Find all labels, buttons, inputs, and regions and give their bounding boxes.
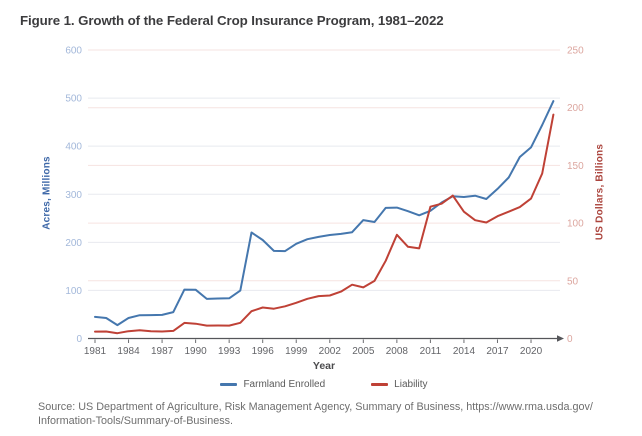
x-tick-label: 2008 — [386, 346, 409, 357]
x-tick-label: 2017 — [486, 346, 509, 357]
x-tick-label: 2002 — [319, 346, 342, 357]
right-axis-tick-label: 50 — [567, 276, 579, 287]
right-axis-tick-label: 100 — [567, 219, 584, 230]
farmland-enrolled-line — [94, 100, 555, 327]
x-tick-label: 2005 — [352, 346, 375, 357]
x-tick-label: 1990 — [184, 346, 207, 357]
legend: Farmland Enrolled Liability — [88, 379, 560, 390]
right-axis-tick-label: 150 — [567, 161, 584, 172]
source-line-2: Information-Tools/Summary-of-Business. — [38, 414, 234, 427]
left-axis-tick-label: 300 — [65, 190, 82, 201]
liability-label: Liability — [394, 379, 428, 390]
liability-line — [94, 113, 555, 335]
x-tick-label: 2011 — [420, 346, 442, 357]
left-axis-tick-label: 0 — [76, 334, 82, 345]
x-tick-label: 1996 — [252, 346, 275, 357]
figure-title: Figure 1. Growth of the Federal Crop Ins… — [20, 13, 444, 28]
farmland-enrolled-label: Farmland Enrolled — [243, 379, 326, 390]
x-tick-label: 2014 — [453, 346, 476, 357]
right-axis-tick-label: 0 — [567, 334, 573, 345]
right-axis-tick-label: 200 — [567, 103, 584, 114]
legend-item-liability: Liability — [371, 379, 428, 390]
x-tick-label: 1984 — [117, 346, 140, 357]
left-axis-tick-label: 500 — [65, 94, 82, 105]
x-tick-label: 1993 — [218, 346, 241, 357]
left-axis-tick-label: 200 — [65, 238, 82, 249]
x-tick-label: 1987 — [151, 346, 174, 357]
right-axis-title: US Dollars, Billions — [594, 143, 606, 241]
x-tick-label: 1999 — [285, 346, 308, 357]
farmland-enrolled-swatch — [220, 383, 238, 386]
x-axis-arrow — [557, 335, 564, 342]
x-tick-label: 1981 — [84, 346, 107, 357]
left-axis-tick-label: 600 — [65, 46, 82, 57]
legend-item-farmland-enrolled: Farmland Enrolled — [220, 379, 325, 390]
source-line-1: Source: US Department of Agriculture, Ri… — [38, 401, 593, 413]
x-tick-label: 2020 — [520, 346, 543, 357]
right-axis-tick-label: 250 — [567, 46, 584, 57]
left-axis-tick-label: 100 — [65, 286, 82, 297]
left-axis-title: Acres, Millions — [41, 156, 53, 230]
liability-swatch — [371, 383, 389, 386]
x-axis-title: Year — [312, 360, 336, 372]
left-axis-tick-label: 400 — [65, 142, 82, 153]
source-note: Source: US Department of Agriculture, Ri… — [38, 401, 618, 429]
